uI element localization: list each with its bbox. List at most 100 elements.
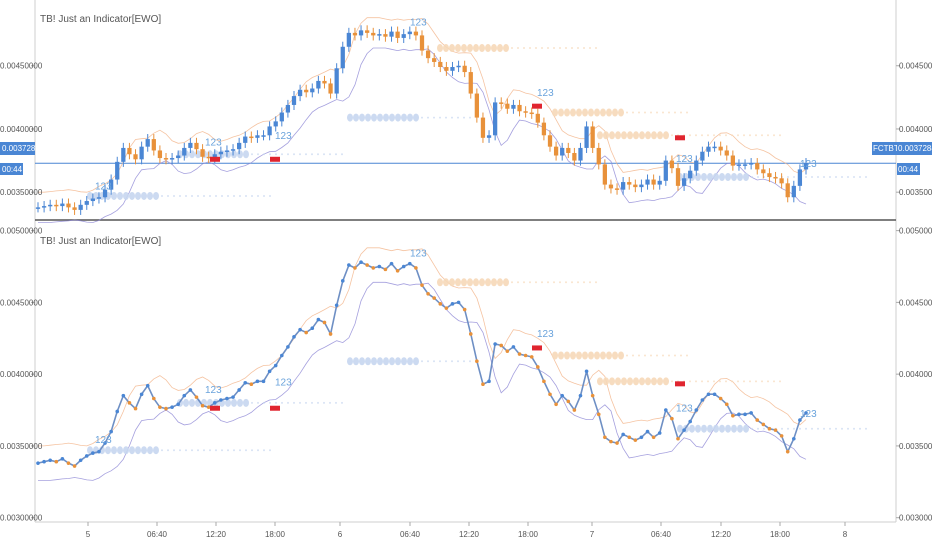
top-proj-d-dot-12 bbox=[511, 47, 513, 50]
close-marker bbox=[566, 399, 571, 404]
candle-body bbox=[145, 139, 150, 147]
top-proj-b-dot-3 bbox=[195, 150, 201, 159]
top-proj-b-dot-24 bbox=[323, 153, 325, 156]
top-proj-b-dot-14 bbox=[263, 153, 265, 156]
top-proj-a-dot-27 bbox=[251, 194, 253, 197]
bottom-proj-a-dot-12 bbox=[161, 449, 163, 452]
x-label-12: 8 bbox=[843, 530, 848, 539]
last-price-tag-left: 0.00372847 00:44 bbox=[0, 142, 45, 175]
candle-body bbox=[109, 179, 114, 190]
top-proj-d-dot-9 bbox=[491, 44, 497, 53]
close-marker bbox=[438, 302, 443, 306]
bottom-proj-g-dot-23 bbox=[817, 427, 819, 430]
bottom-proj-f-dot-2 bbox=[609, 377, 615, 386]
price-axes[interactable]: 0.00450000 0.00450000 0.00400000 0.00400000… bbox=[0, 62, 932, 523]
top-proj-c-dot-10 bbox=[407, 113, 413, 122]
bottom-proj-d-dot-4 bbox=[461, 278, 467, 287]
x-label-6: 12:20 bbox=[459, 530, 480, 539]
close-marker bbox=[182, 393, 187, 398]
top-proj-a-dot-19 bbox=[203, 194, 205, 197]
candle-body bbox=[90, 198, 95, 202]
price-pane[interactable]: 123 123 123 123 123 123 123 bbox=[35, 17, 896, 223]
bottom-proj-e-dot-19 bbox=[668, 354, 670, 357]
top-proj-e-dot-1 bbox=[558, 108, 564, 117]
candle-body bbox=[602, 164, 607, 185]
top-proj-d-dot-26 bbox=[595, 47, 597, 50]
time-axis[interactable]: 5 06:40 12:20 18:00 6 06:40 12:20 18:00 7 06:40 12… bbox=[86, 522, 848, 539]
candle-body bbox=[761, 169, 766, 174]
bottom-proj-f-dot-27 bbox=[761, 380, 763, 383]
top-proj-f-dot-3 bbox=[615, 131, 621, 140]
close-marker bbox=[212, 401, 217, 405]
bottom-proj-d-dot-24 bbox=[583, 281, 585, 284]
close-marker bbox=[359, 260, 363, 264]
bottom-y-label-left-1: 0.00450000 bbox=[0, 298, 43, 307]
candle-body bbox=[352, 32, 358, 36]
bottom-proj-e-dot-18 bbox=[662, 354, 664, 357]
bottom-proj-a-dot-19 bbox=[203, 449, 205, 452]
top-proj-e-dot-5 bbox=[582, 108, 588, 117]
close-marker bbox=[42, 459, 46, 464]
top-proj-d-dot-16 bbox=[535, 47, 537, 50]
bottom-proj-e-dot-0 bbox=[552, 351, 558, 360]
close-marker bbox=[103, 441, 107, 445]
bottom-proj-e-dot-8 bbox=[600, 351, 606, 360]
bottom-proj-a-dot-17 bbox=[191, 449, 193, 452]
top-proj-e-dot-12 bbox=[626, 111, 628, 114]
close-marker bbox=[298, 327, 302, 332]
close-marker bbox=[718, 396, 723, 401]
top-y-label-left-2: 0.00350000 bbox=[0, 188, 43, 197]
close-marker bbox=[731, 413, 735, 418]
bottom-proj-f-dot-18 bbox=[707, 380, 709, 383]
close-marker bbox=[804, 411, 808, 415]
top-proj-c-dot-16 bbox=[445, 116, 447, 119]
top-proj-d-dot-17 bbox=[541, 47, 543, 50]
top-proj-c-dot-15 bbox=[439, 116, 441, 119]
bottom-proj-d-dot-19 bbox=[553, 281, 555, 284]
candle-body bbox=[749, 163, 754, 165]
top-proj-c-dot-20 bbox=[469, 116, 471, 119]
bottom-proj-g-dot-20 bbox=[799, 427, 801, 430]
bottom-proj-b-dot-14 bbox=[263, 401, 265, 404]
top-proj-b-dot-15 bbox=[269, 153, 271, 156]
bottom-proj-c-dot-10 bbox=[407, 357, 413, 366]
top-count-label-5: 123 bbox=[676, 154, 693, 165]
close-marker bbox=[377, 264, 382, 269]
bottom-proj-e-dot-4 bbox=[576, 351, 582, 360]
indicator-pane[interactable]: 123 123 123 123 123 123 123 bbox=[36, 247, 867, 481]
close-marker bbox=[779, 434, 784, 438]
bottom-proj-e-dot-15 bbox=[644, 354, 646, 357]
top-signal-marker-1 bbox=[270, 156, 280, 162]
close-marker bbox=[773, 428, 778, 432]
bottom-proj-e-dot-16 bbox=[650, 354, 652, 357]
top-proj-g-dot-28 bbox=[847, 176, 849, 179]
candle-body bbox=[425, 50, 431, 59]
top-proj-g-dot-7 bbox=[719, 173, 725, 182]
top-proj-b-dot-9 bbox=[231, 150, 237, 159]
candle-body bbox=[249, 136, 254, 139]
close-marker bbox=[66, 461, 71, 465]
close-marker bbox=[432, 296, 436, 300]
close-marker bbox=[596, 412, 601, 417]
candle-body bbox=[590, 126, 595, 148]
bottom-proj-g-dot-25 bbox=[829, 427, 831, 430]
bottom-proj-g-dot-3 bbox=[695, 424, 701, 433]
top-proj-f-dot-10 bbox=[657, 131, 663, 140]
candle-body bbox=[468, 72, 473, 94]
close-marker bbox=[322, 320, 327, 325]
candle-body bbox=[54, 204, 59, 207]
close-marker bbox=[615, 441, 619, 445]
close-marker bbox=[444, 306, 449, 310]
bottom-count-label-5: 123 bbox=[676, 403, 693, 414]
bottom-proj-c-dot-0 bbox=[347, 357, 353, 366]
top-proj-a-dot-4 bbox=[111, 191, 117, 200]
top-proj-c-dot-18 bbox=[457, 116, 459, 119]
bottom-proj-b-dot-22 bbox=[311, 401, 313, 404]
bottom-proj-g-dot-22 bbox=[811, 427, 813, 430]
candle-body bbox=[621, 182, 626, 190]
top-proj-c-dot-11 bbox=[413, 113, 419, 122]
candle-body bbox=[322, 80, 327, 84]
close-marker bbox=[84, 454, 89, 458]
bottom-proj-b-dot-8 bbox=[225, 398, 231, 407]
top-proj-a-dot-22 bbox=[221, 194, 223, 197]
